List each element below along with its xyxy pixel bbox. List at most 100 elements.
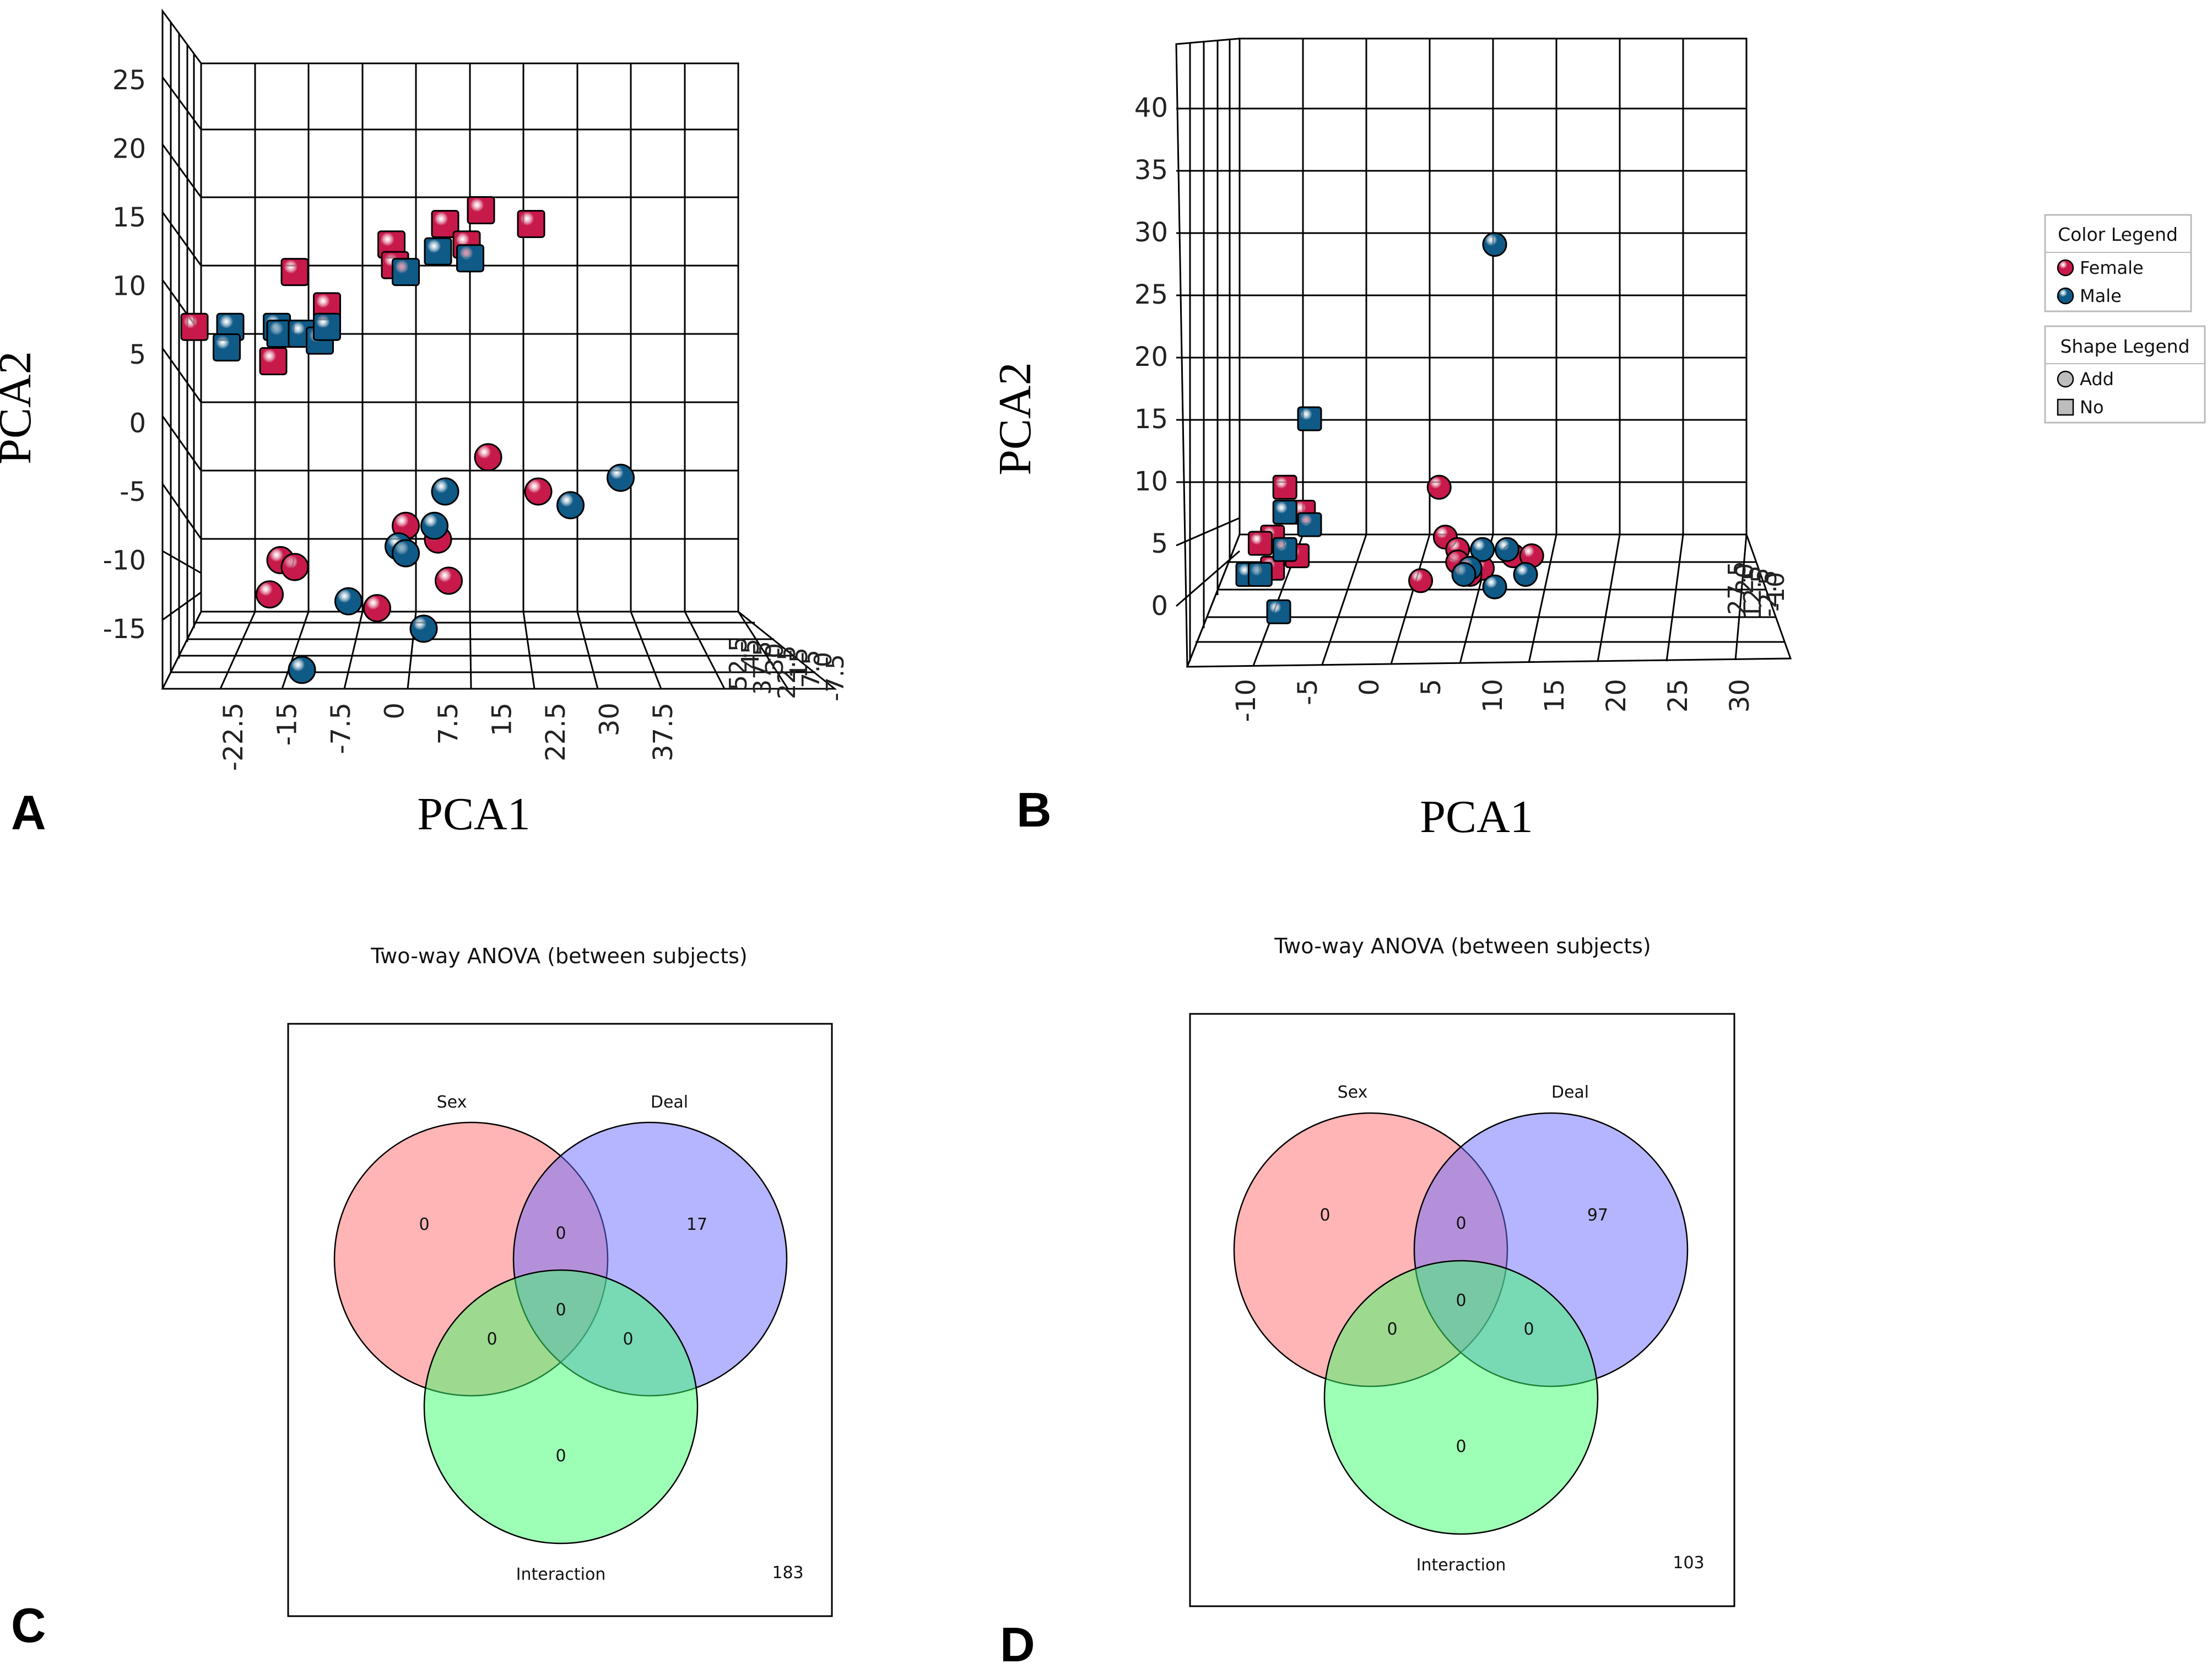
pca-a-x-tick: 30	[594, 703, 625, 736]
venn-c-frame	[287, 1023, 833, 1617]
legend-add-label: Add	[2080, 369, 2114, 390]
pca-a-y-axis-label: PCA2	[0, 351, 41, 464]
pca-a-female-square-point	[259, 347, 288, 375]
pca-a-x-tick: -22.5	[218, 703, 249, 771]
venn-c-outside: 183	[772, 1563, 803, 1583]
venn-c-deal-label: Deal	[651, 1093, 688, 1112]
pca-b-y-tick: 25	[1134, 279, 1168, 310]
venn-diagram-d: Two-way ANOVA (between subjects) Sex Dea…	[1000, 934, 1735, 1672]
pca-b-z-tick: -2.5	[1754, 570, 1782, 617]
pca-a-x-tick: 7.5	[433, 703, 464, 744]
pca-b-male-square-point	[1297, 512, 1322, 537]
pca-a-male-circle-point	[556, 491, 585, 520]
venn-c-all: 0	[555, 1300, 566, 1320]
pca-b-y-axis-label: PCA2	[989, 362, 1041, 475]
pca-a-female-square-point	[467, 196, 495, 225]
legend-male-marker	[2057, 287, 2074, 305]
pca-b-y-tick: 40	[1134, 93, 1168, 123]
pca-a-side-grid	[161, 8, 202, 689]
pca-a-male-circle-point	[431, 477, 459, 506]
legend-add-marker	[2057, 370, 2074, 388]
pca-b-male-circle-point	[1482, 574, 1507, 600]
pca-b-male-square-point	[1272, 537, 1297, 562]
pca-b-back-grid	[1238, 37, 1748, 536]
pca-a-male-circle-point	[392, 539, 420, 568]
pca-a-female-circle-point	[363, 594, 391, 623]
venn-d-interaction-circle	[1323, 1260, 1599, 1535]
pca-b-x-tick-labels: -10 -5 0 5 10 15 20 25 30	[1231, 679, 1755, 722]
pca-b-x-tick: -5	[1292, 679, 1323, 705]
color-legend: Color Legend Female Male	[2044, 214, 2192, 312]
pca-b-x-tick: 15	[1539, 679, 1570, 712]
pca-a-y-tick: 10	[112, 271, 146, 302]
venn-d-sex-interaction: 0	[1387, 1320, 1397, 1339]
legend-no-marker	[2057, 398, 2074, 416]
pca-a-female-circle-point	[524, 477, 553, 506]
venn-d-sex-only: 0	[1319, 1206, 1330, 1225]
legend-female-label: Female	[2080, 257, 2144, 278]
pca-a-x-tick: 0	[380, 703, 410, 720]
pca-a-z-tick: 0	[809, 652, 837, 667]
shape-legend: Shape Legend Add No	[2044, 325, 2206, 424]
pca-a-female-square-point	[517, 209, 545, 238]
pca-b-male-circle-point	[1494, 537, 1519, 562]
pca-a-y-tick: 5	[129, 339, 146, 370]
venn-c-interaction-only: 0	[555, 1446, 566, 1466]
venn-c-title: Two-way ANOVA (between subjects)	[370, 944, 747, 968]
venn-d-deal-only: 97	[1587, 1206, 1608, 1225]
pca-a-back-grid	[200, 62, 739, 613]
pca-a-female-square-point	[431, 209, 459, 238]
pca-a-x-tick: 15	[487, 703, 518, 736]
pca-b-y-tick: 20	[1134, 342, 1168, 372]
pca-a-male-square-point	[213, 333, 241, 362]
pca-b-male-circle-point	[1470, 537, 1495, 562]
pca-a-male-circle-point	[288, 656, 316, 684]
pca-a-female-square-point	[280, 258, 309, 287]
pca-b-y-tick: 5	[1151, 528, 1168, 559]
pca-b-y-tick: 35	[1134, 155, 1168, 186]
venn-d-title: Two-way ANOVA (between subjects)	[1274, 934, 1651, 958]
venn-c-sex-deal: 0	[555, 1224, 566, 1243]
legend-no-label: No	[2080, 397, 2104, 418]
pca-b-female-circle-point	[1426, 474, 1452, 500]
venn-d-interaction-only: 0	[1456, 1437, 1466, 1456]
pca-b-male-square-point	[1272, 500, 1297, 525]
venn-d-outside: 103	[1673, 1553, 1704, 1573]
venn-d-deal-label: Deal	[1551, 1083, 1589, 1102]
pca-b-male-circle-point	[1482, 232, 1507, 257]
pca-a-x-tick: 37.5	[648, 703, 679, 762]
pca-a-x-tick: -15	[272, 703, 303, 746]
venn-c-sex-label: Sex	[437, 1093, 467, 1112]
pca-b-male-circle-point	[1451, 562, 1477, 587]
pca-a-male-square-point	[424, 237, 452, 266]
pca-b-z-tick: 5	[1746, 568, 1775, 583]
pca-a-female-circle-point	[435, 566, 463, 595]
pca-b-side-grid	[1175, 37, 1241, 667]
pca-a-z-tick: -7.5	[821, 654, 850, 701]
pca-b-male-square-point	[1266, 599, 1291, 624]
venn-c-sex-interaction: 0	[486, 1330, 497, 1349]
pca-b-x-tick: 5	[1416, 679, 1447, 696]
pca-a-y-tick-labels: 25 20 15 10 5 0 -5 -10 -15	[103, 65, 146, 645]
pca-a-x-axis-label: PCA1	[417, 789, 530, 840]
pca-a-male-circle-point	[409, 614, 438, 643]
pca-b-female-circle-point	[1408, 568, 1434, 593]
pca-b-x-axis-label: PCA1	[1420, 791, 1533, 843]
pca-b-female-square-point	[1247, 531, 1273, 556]
color-legend-title: Color Legend	[2058, 224, 2178, 245]
pca-b-y-tick-labels: 40 35 30 25 20 15 10 5 0	[1134, 93, 1168, 622]
panel-label-d: D	[1000, 1617, 1035, 1671]
pca-b-x-tick: 0	[1354, 679, 1385, 696]
pca-a-z-tick: 37.5	[749, 641, 777, 695]
legend-female-marker	[2057, 259, 2074, 277]
pca-b-x-tick: 30	[1724, 679, 1755, 712]
pca-a-male-circle-point	[334, 587, 363, 615]
pca-b-x-tick: 10	[1478, 679, 1508, 712]
pca-b-points	[1235, 232, 1544, 624]
pca-a-male-square-point	[313, 312, 341, 341]
pca-a-female-square-point	[180, 312, 209, 341]
